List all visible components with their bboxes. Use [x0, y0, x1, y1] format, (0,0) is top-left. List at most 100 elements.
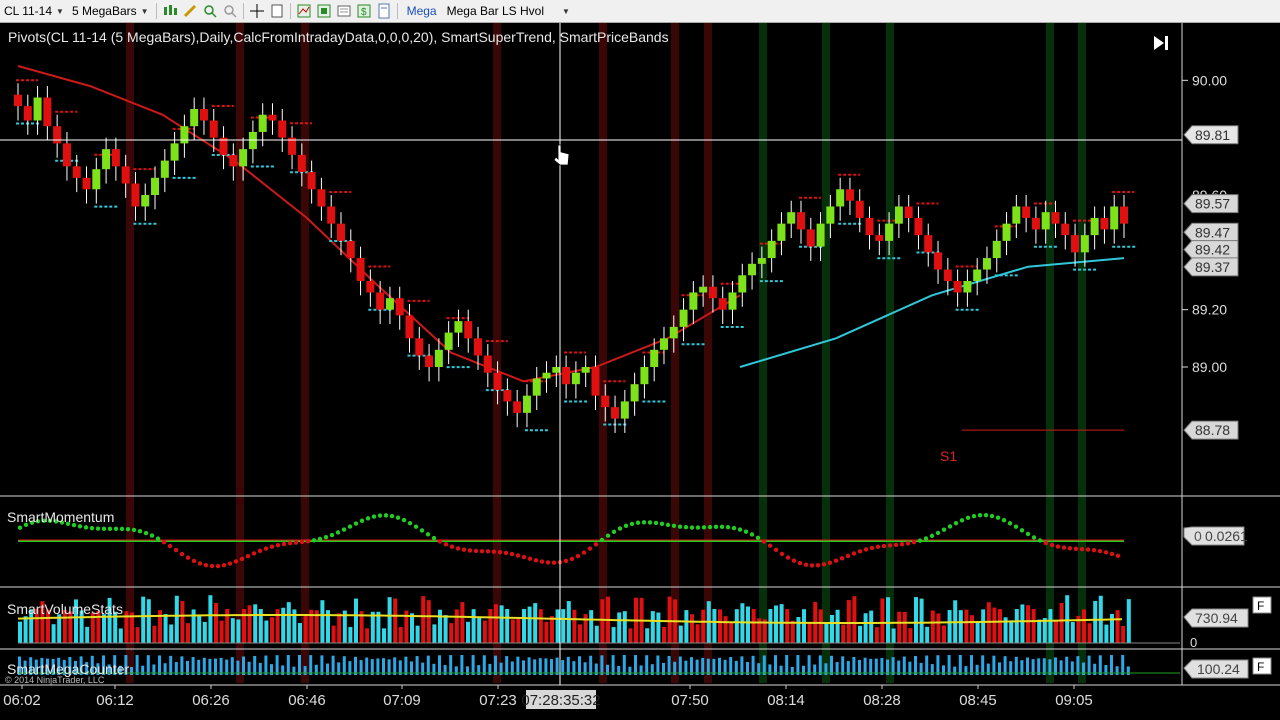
mega-counter-bar — [62, 659, 66, 675]
mega-button[interactable]: Mega — [406, 4, 437, 18]
mega-counter-bar — [236, 660, 240, 675]
volume-bar — [774, 605, 778, 643]
momentum-dot — [377, 513, 383, 518]
volume-bar — [275, 609, 280, 643]
bar-type-label: 5 MegaBars — [71, 4, 137, 18]
mega-counter-bar — [370, 659, 374, 675]
volume-bar — [645, 628, 650, 643]
momentum-dot — [593, 542, 599, 547]
volume-bar — [398, 627, 403, 643]
mega-counter-bar — [169, 655, 173, 675]
strategies-icon[interactable] — [316, 3, 332, 19]
draw-pencil-icon[interactable] — [182, 3, 198, 19]
momentum-dot — [125, 527, 131, 532]
volume-bar — [286, 602, 291, 643]
mega-counter-bar — [46, 658, 49, 675]
candle-body — [806, 229, 815, 247]
mega-counter-bar — [326, 663, 329, 675]
zoom-in-icon[interactable] — [202, 3, 218, 19]
mega-panel-flag[interactable]: F — [1252, 657, 1272, 675]
volume-panel-flag[interactable]: F — [1252, 596, 1272, 614]
mega-counter-bar — [992, 655, 996, 675]
candle-body — [23, 106, 32, 121]
volume-bar — [762, 619, 767, 643]
momentum-plot — [17, 512, 1124, 569]
toolbar-divider — [242, 3, 244, 19]
template-icon[interactable] — [376, 3, 392, 19]
volume-bar — [23, 616, 28, 643]
candle-body — [904, 206, 913, 218]
candle-body — [1071, 235, 1080, 253]
volume-bar — [74, 599, 78, 643]
crosshair-icon[interactable] — [249, 3, 265, 19]
volume-bar — [550, 616, 554, 643]
mega-counter-bar — [393, 657, 397, 675]
volume-bar — [1126, 599, 1131, 643]
mega-counter-bar — [29, 657, 33, 675]
volume-bar — [695, 624, 700, 643]
indicators-icon[interactable] — [296, 3, 312, 19]
properties-icon[interactable] — [336, 3, 352, 19]
momentum-dot — [1055, 544, 1061, 549]
volume-bar — [264, 620, 269, 643]
mega-counter-bar — [426, 655, 430, 675]
dollar-icon[interactable]: $ — [356, 3, 372, 19]
volume-bar — [824, 623, 829, 643]
zoom-out-icon[interactable] — [222, 3, 238, 19]
scroll-to-end-button[interactable] — [1150, 32, 1172, 54]
mega-counter-bar — [1121, 655, 1125, 675]
price-marker-tag — [1183, 194, 1239, 214]
momentum-dot — [1061, 545, 1067, 550]
mega-counter-bar — [718, 657, 721, 675]
mega-counter-bar — [174, 662, 178, 675]
mega-counter-bar — [1098, 655, 1102, 675]
momentum-dot — [989, 513, 995, 519]
mega-counter-bar — [281, 665, 285, 675]
mega-counter-bar — [466, 666, 469, 675]
volume-bar — [225, 609, 230, 643]
candle-body — [562, 367, 571, 385]
candle-body — [503, 389, 512, 402]
instrument-selector[interactable]: CL 11-14 ▼ — [0, 0, 68, 22]
mega-panel-label: SmartMegaCounter — [7, 661, 130, 677]
momentum-dot — [887, 543, 893, 548]
momentum-dot — [1007, 521, 1013, 526]
momentum-dot — [455, 546, 461, 551]
price-marker-tag — [1183, 125, 1239, 145]
mega-counter-bar — [90, 655, 94, 675]
chevron-down-icon: ▼ — [56, 6, 64, 16]
mega-counter-bar — [746, 661, 749, 675]
data-box-icon[interactable] — [269, 3, 285, 19]
momentum-dot — [611, 529, 617, 535]
mega-counter-bar — [1059, 660, 1063, 675]
time-tick-label: 07:09 — [383, 692, 421, 709]
template-label: Mega Bar LS Hvol — [446, 4, 544, 18]
momentum-dot — [143, 530, 149, 536]
momentum-dot — [413, 524, 419, 529]
volume-bar — [152, 625, 157, 643]
bar-type-selector[interactable]: 5 MegaBars ▼ — [68, 0, 153, 22]
mega-counter-bar — [348, 661, 352, 675]
time-tick-label: 07:23 — [479, 692, 517, 709]
candle-body — [875, 235, 884, 241]
momentum-dot — [113, 526, 119, 532]
momentum-dot — [35, 519, 41, 524]
bar-style-icon[interactable] — [162, 3, 178, 19]
mega-counter-bar — [561, 660, 565, 675]
mega-counter-bar — [180, 656, 184, 675]
volume-bar — [975, 622, 980, 643]
template-selector[interactable]: Mega Bar LS Hvol ▼ — [443, 0, 574, 22]
time-tick-label: 06:02 — [3, 692, 41, 709]
price-chart[interactable]: 90.0089.2089.0089.6089.8189.5789.4789.42… — [0, 23, 1280, 720]
mega-counter-bar — [505, 656, 509, 675]
candle-body — [14, 94, 22, 107]
momentum-dot — [245, 553, 251, 559]
candle-body — [894, 206, 903, 224]
mega-counter-bar — [1104, 665, 1108, 675]
toolbar-divider — [396, 3, 398, 19]
candle-body — [963, 281, 972, 293]
volume-bar — [930, 610, 935, 643]
cursor-time-label: 07:28:35:32 — [521, 692, 600, 709]
pivot-s1-label: S1 — [940, 448, 957, 464]
volume-bar — [1003, 617, 1008, 643]
